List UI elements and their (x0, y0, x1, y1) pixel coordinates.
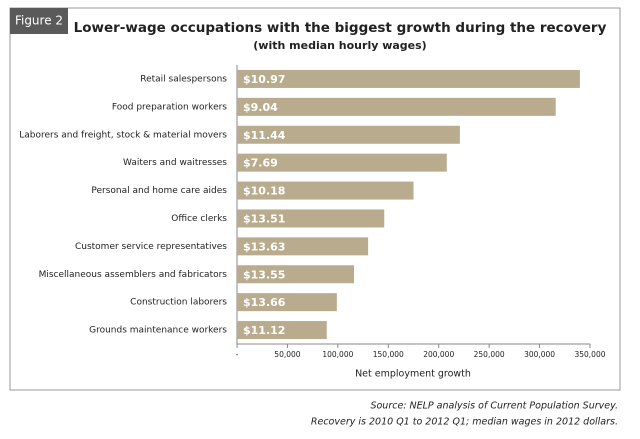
y-tick-label: Miscellaneous assemblers and fabricators (39, 270, 228, 280)
source-note: Source: NELP analysis of Current Populat… (370, 401, 618, 412)
bar (237, 321, 327, 340)
bar (237, 209, 385, 228)
y-tick-label: Waiters and waitresses (123, 158, 227, 168)
wage-label: $13.51 (243, 212, 285, 225)
x-tick-label: 100,000 (322, 350, 353, 359)
y-tick-label: Retail salespersons (140, 74, 227, 84)
y-tick-label: Grounds maintenance workers (89, 326, 227, 336)
wage-label: $11.12 (243, 324, 285, 337)
x-tick-label: - (236, 350, 239, 359)
wage-label: $10.97 (243, 73, 285, 86)
x-tick-label: 250,000 (474, 350, 505, 359)
x-tick-label: 200,000 (423, 350, 454, 359)
wage-label: $11.44 (243, 129, 286, 142)
x-tick-label: 350,000 (574, 350, 605, 359)
wage-label: $9.04 (243, 101, 278, 114)
y-tick-label: Office clerks (171, 214, 227, 224)
bar (237, 293, 337, 312)
figure-tab (10, 8, 68, 34)
x-tick-label: 300,000 (524, 350, 555, 359)
x-tick-label: 50,000 (274, 350, 300, 359)
wage-label: $10.18 (243, 185, 285, 198)
x-tick-label: 150,000 (373, 350, 404, 359)
wage-label: $7.69 (243, 157, 278, 170)
y-tick-label: Food preparation workers (112, 102, 227, 112)
bar (237, 97, 556, 116)
bar (237, 237, 369, 256)
y-tick-label: Laborers and freight, stock & material m… (19, 130, 227, 140)
chart-subtitle: (with median hourly wages) (253, 39, 426, 52)
bar (237, 265, 354, 284)
bar (237, 69, 580, 88)
source-note: Recovery is 2010 Q1 to 2012 Q1; median w… (311, 417, 618, 428)
y-tick-label: Personal and home care aides (91, 186, 227, 196)
y-tick-label: Customer service representatives (75, 242, 227, 252)
wage-label: $13.66 (243, 296, 286, 309)
bar (237, 153, 447, 172)
wage-label: $13.63 (243, 240, 285, 253)
figure-label: Figure 2 (15, 14, 63, 28)
wage-label: $13.55 (243, 268, 285, 281)
bar (237, 125, 460, 144)
bar (237, 181, 414, 200)
x-axis-label: Net employment growth (355, 369, 471, 380)
chart-title: Lower-wage occupations with the biggest … (74, 20, 607, 36)
y-tick-label: Construction laborers (130, 298, 227, 308)
